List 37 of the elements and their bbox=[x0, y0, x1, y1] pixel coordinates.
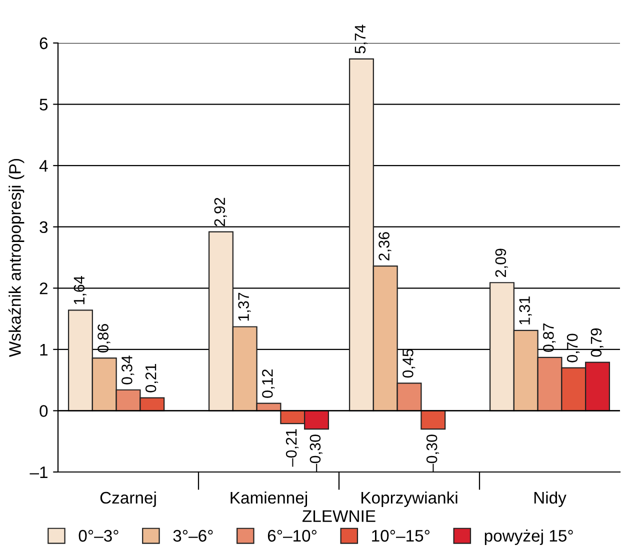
data-label: 0,79 bbox=[590, 328, 604, 357]
data-label: 2,92 bbox=[214, 198, 227, 226]
data-label: 0,87 bbox=[543, 324, 556, 352]
data-label: 0,34 bbox=[122, 356, 134, 384]
data-label: 1,37 bbox=[238, 292, 251, 321]
data-label: –0,30 bbox=[426, 434, 440, 472]
y-tick-label: –1 bbox=[30, 466, 48, 478]
data-label: 2,36 bbox=[378, 232, 392, 260]
y-tick-label: 6 bbox=[40, 37, 48, 50]
data-label: 1,64 bbox=[74, 276, 86, 304]
y-tick-label: 4 bbox=[39, 160, 48, 172]
x-tick-label: Kamiennej bbox=[230, 491, 308, 507]
y-tick-label: 0 bbox=[40, 405, 48, 417]
legend-label: 3°–6° bbox=[173, 530, 213, 542]
data-label: 5,74 bbox=[354, 24, 368, 54]
data-label: 0,86 bbox=[98, 324, 110, 353]
x-tick-label: Czarnej bbox=[100, 491, 156, 507]
data-label: 2,09 bbox=[495, 248, 508, 277]
data-label: 0,21 bbox=[145, 364, 158, 392]
legend-label: 0°–3° bbox=[78, 530, 118, 542]
legend-label: powyżej 15° bbox=[484, 529, 573, 545]
x-tick-label: Nidy bbox=[534, 491, 566, 507]
y-axis-title: Wskaźnik antropopresji (P) bbox=[8, 158, 24, 357]
data-label: –0,30 bbox=[310, 434, 322, 472]
data-label: 0,70 bbox=[566, 334, 580, 362]
data-label: –0,21 bbox=[286, 429, 299, 467]
data-label: 0,12 bbox=[262, 369, 275, 398]
data-label: 1,31 bbox=[519, 296, 532, 324]
x-tick-label: Koprzywianki bbox=[362, 491, 458, 507]
y-tick-label: 1 bbox=[40, 344, 48, 356]
legend-label: 6°–10° bbox=[268, 530, 316, 542]
y-tick-label: 2 bbox=[40, 282, 48, 294]
y-tick-label: 5 bbox=[40, 98, 48, 110]
legend-label: 10°–15° bbox=[372, 530, 430, 542]
data-label: 0,45 bbox=[402, 349, 416, 378]
y-tick-label: 3 bbox=[40, 221, 48, 234]
x-axis-title: ZLEWNIE bbox=[302, 510, 376, 522]
